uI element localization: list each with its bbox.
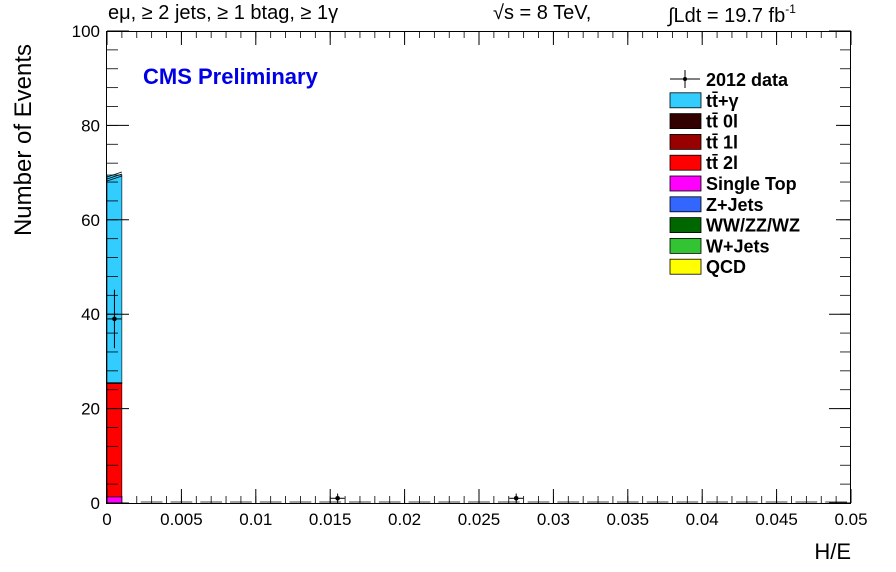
legend-label: tt̄ 0l xyxy=(706,112,738,132)
legend-label: tt̄+γ xyxy=(706,91,739,111)
legend-label: WW/ZZ/WZ xyxy=(706,216,800,236)
y-tick-label: 60 xyxy=(81,211,100,230)
lumi-label: ∫Ldt = 19.7 fb-1 xyxy=(668,2,796,28)
legend-label: QCD xyxy=(706,257,746,277)
legend-label: Z+Jets xyxy=(706,195,764,215)
cms-preliminary: CMS Preliminary xyxy=(143,64,319,89)
legend-swatch xyxy=(669,133,702,150)
legend-swatch xyxy=(669,154,702,171)
bar-single-top xyxy=(106,496,123,504)
bar-tt- xyxy=(106,174,123,383)
y-tick-label: 40 xyxy=(81,305,100,324)
hatch-line xyxy=(106,173,123,180)
legend-label: W+Jets xyxy=(706,236,770,256)
y-tick-label: 100 xyxy=(72,22,100,41)
x-tick-label: 0.005 xyxy=(160,510,203,529)
legend-swatch xyxy=(669,196,702,213)
lumi-exponent: -1 xyxy=(785,2,796,16)
selection-label: eμ, ≥ 2 jets, ≥ 1 btag, ≥ 1γ xyxy=(108,2,339,24)
legend-label: Single Top xyxy=(706,174,797,194)
energy-label: √s = 8 TeV, xyxy=(493,2,592,24)
x-tick-label: 0.045 xyxy=(755,510,798,529)
legend-data-marker xyxy=(683,77,687,81)
bar-tt-2l xyxy=(106,383,123,498)
legend-swatch xyxy=(669,258,702,275)
data-point xyxy=(513,495,519,501)
legend-swatch xyxy=(669,92,702,109)
data-point xyxy=(335,495,340,501)
uncertainty-band xyxy=(106,171,123,182)
x-tick-label: 0.015 xyxy=(309,510,352,529)
hatch-line xyxy=(106,171,123,178)
legend-swatch xyxy=(669,113,702,129)
x-axis-label: H/E xyxy=(814,539,851,564)
x-tick-label: 0 xyxy=(102,510,111,529)
x-tick-label: 0.035 xyxy=(607,510,650,529)
y-tick-label: 20 xyxy=(81,400,100,419)
legend-swatch xyxy=(669,217,702,234)
y-axis-label: Number of Events xyxy=(10,44,37,236)
legend-label: 2012 data xyxy=(706,70,789,90)
legend-swatch xyxy=(669,175,702,192)
data-point xyxy=(112,316,117,322)
plot-frame xyxy=(106,31,851,504)
x-tick-label: 0.01 xyxy=(239,510,272,529)
x-tick-label: 0.025 xyxy=(458,510,501,529)
legend-swatch xyxy=(669,237,702,254)
x-tick-label: 0.03 xyxy=(537,510,570,529)
x-tick-label: 0.05 xyxy=(834,510,867,529)
lumi-text: ∫Ldt = 19.7 fb xyxy=(668,5,786,27)
hatch-line xyxy=(106,175,123,182)
legend-label: tt̄ 1l xyxy=(706,132,738,152)
x-tick-label: 0.02 xyxy=(388,510,421,529)
y-tick-label: 0 xyxy=(91,494,100,513)
y-tick-label: 80 xyxy=(81,116,100,135)
x-tick-label: 0.04 xyxy=(686,510,719,529)
legend-label: tt̄ 2l xyxy=(706,153,738,173)
